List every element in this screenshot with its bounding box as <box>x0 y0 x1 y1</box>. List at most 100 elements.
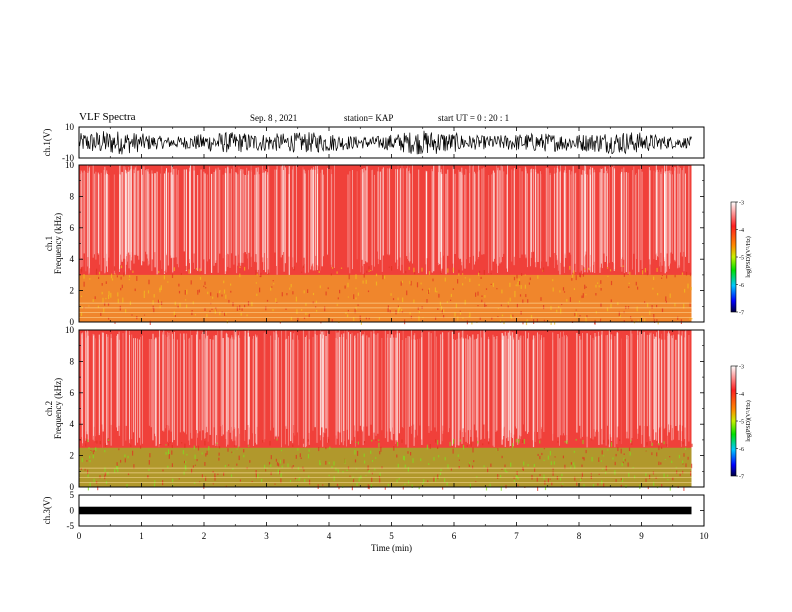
spectrogram-speckle <box>689 318 691 320</box>
spectrogram-speckle <box>464 299 466 305</box>
spectrogram-speckle <box>89 482 91 488</box>
spectrogram-speckle <box>618 311 620 317</box>
spectrogram-speckle <box>407 451 409 454</box>
colorbar-tick-label: -7 <box>739 311 744 317</box>
spectrogram-speckle <box>307 453 310 459</box>
spectrogram-speckle <box>117 298 119 304</box>
spectrogram-speckle <box>667 479 669 481</box>
spectrogram-speckle <box>108 439 110 441</box>
spectrogram-speckle <box>328 474 330 477</box>
time-axis: 0 1 2 3 4 5 6 7 8 9 10 Time (min) <box>77 531 709 553</box>
spectrogram-speckle <box>444 478 446 483</box>
spectrogram-speckle <box>215 307 217 312</box>
spectrogram-speckle <box>663 473 665 478</box>
spectrogram-speckle <box>303 469 305 472</box>
spectrogram-speckle <box>487 467 489 473</box>
spectrogram-speckle <box>433 457 435 461</box>
spectrogram-speckle <box>663 441 665 445</box>
spectrogram-speckle <box>652 287 654 290</box>
spectrogram-speckle <box>579 273 582 278</box>
spectrogram-speckle <box>397 441 399 447</box>
y-tick-label: 10 <box>65 325 75 335</box>
spectrogram-speckle <box>125 309 127 313</box>
spectrogram-speckle <box>368 317 370 320</box>
spectrogram-speckle <box>94 296 96 300</box>
spectrogram-speckle <box>127 455 129 459</box>
spectrogram-speckle <box>583 457 585 461</box>
spectrogram-speckle <box>87 439 89 442</box>
spectrogram-speckle <box>197 289 199 295</box>
spectrogram-speckle <box>368 470 370 473</box>
spectrogram-speckle <box>403 456 406 461</box>
spectrogram-speckle <box>193 445 195 450</box>
spectrogram-speckle <box>147 290 150 294</box>
spectrogram-speckle <box>446 482 448 486</box>
spectrogram-speckle <box>297 448 299 451</box>
spectrogram-speckle <box>537 275 539 279</box>
spectrogram-speckle <box>217 293 219 298</box>
spectrogram-speckle <box>592 484 595 488</box>
spectrogram-speckle <box>209 310 211 313</box>
colorbar-label: log(PSD)(V²/Hz) <box>745 236 752 277</box>
spectrogram-speckle <box>318 270 320 273</box>
spectrogram-speckle <box>619 439 621 441</box>
spectrogram-speckle <box>355 468 358 470</box>
spectrogram-speckle <box>483 465 485 468</box>
spectrogram-speckle <box>336 483 339 487</box>
spectrogram-speckle <box>625 305 627 310</box>
spectrogram-speckle <box>653 314 655 319</box>
spectrogram-speckle <box>266 299 269 302</box>
spectrogram-speckle <box>128 278 130 281</box>
y-tick-label: 0 <box>70 506 75 516</box>
spectrogram-speckle <box>105 297 107 300</box>
spectrogram-speckle <box>167 452 169 455</box>
spectrogram-speckle <box>479 317 481 320</box>
spectrogram-speckle <box>307 313 309 315</box>
spectrogram-speckle <box>622 265 624 267</box>
x-tick-label: 1 <box>139 531 144 541</box>
spectrogram-speckle <box>167 443 170 446</box>
spectrogram-speckle <box>446 301 448 303</box>
spectrogram-speckle <box>366 270 368 273</box>
spectrogram-speckle <box>523 461 525 466</box>
spectrogram-speckle <box>101 283 103 286</box>
spectrogram-speckle <box>620 484 622 487</box>
spectrogram-speckle <box>127 473 130 476</box>
spectrogram-speckle <box>485 486 488 491</box>
spectrogram-speckle <box>400 281 402 286</box>
spectrogram-speckle <box>167 465 169 469</box>
spectrogram-speckle <box>270 455 272 460</box>
spectrogram-speckle <box>398 478 400 480</box>
spectrogram-speckle <box>280 449 283 452</box>
spectrogram-speckle <box>262 439 264 443</box>
spectrogram-speckle <box>404 464 406 468</box>
spectrogram-speckle <box>444 277 446 282</box>
spectrogram-speckle <box>491 317 493 320</box>
spectrogram-speckle <box>509 297 511 302</box>
spectrogram-speckle <box>307 439 309 442</box>
spectrogram-speckle <box>104 450 106 453</box>
spectrogram-speckle <box>307 289 309 293</box>
spectrogram-speckle <box>149 453 151 458</box>
spectrogram-speckle <box>275 298 277 303</box>
spectrogram-speckle <box>267 269 269 275</box>
spectrogram-speckle <box>602 455 605 457</box>
spectrogram-speckle <box>522 321 524 325</box>
spectrogram-speckle <box>443 309 445 313</box>
spectrogram-speckle <box>468 316 470 318</box>
spectrogram-speckle <box>573 462 575 466</box>
spectrogram-speckle <box>640 319 642 322</box>
spectrogram-speckle <box>682 460 684 464</box>
spectrogram-speckle <box>684 288 686 293</box>
spectrogram-speckle <box>597 483 599 486</box>
spectrogram-speckle <box>483 270 485 275</box>
start-ut-label: start UT = 0 : 20 : 1 <box>438 113 510 123</box>
spectrogram-speckle <box>612 457 614 460</box>
spectrogram-speckle <box>478 283 480 286</box>
spectrogram-speckle <box>438 293 440 298</box>
spectrogram-speckle <box>120 287 122 291</box>
spectrogram-speckle <box>621 478 624 483</box>
spectrogram-speckle <box>679 473 681 477</box>
spectrogram-speckle <box>239 266 241 268</box>
spectrogram-speckle <box>492 282 494 287</box>
